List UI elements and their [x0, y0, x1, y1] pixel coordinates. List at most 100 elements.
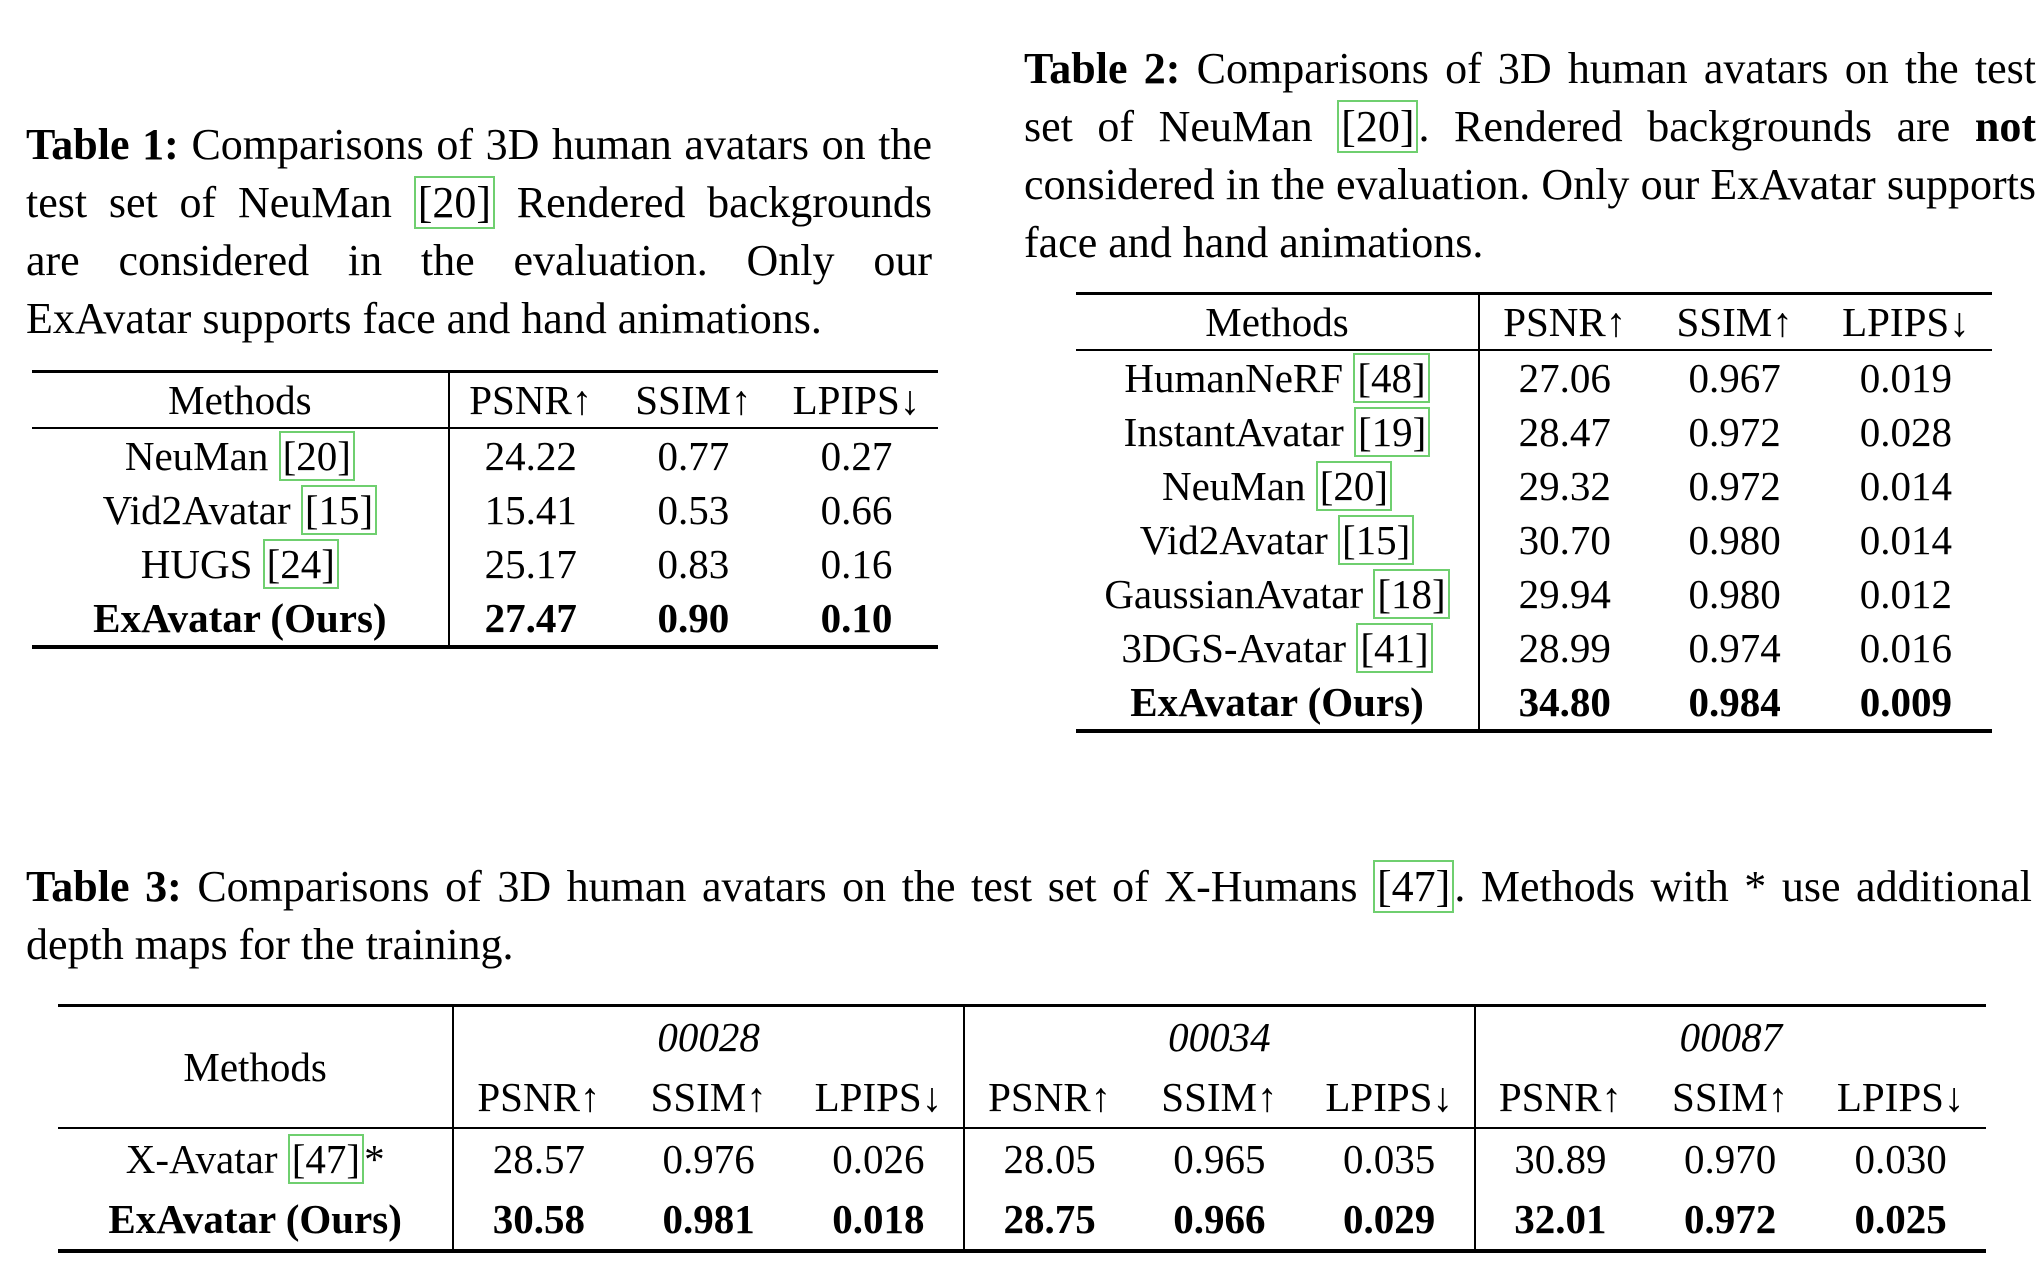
table-row-ours: ExAvatar (Ours) 30.58 0.981 0.018 28.75 … [58, 1189, 1986, 1251]
caption-text: . Methods with * use additional depth ma… [26, 862, 2033, 969]
psnr-value: 25.17 [484, 541, 577, 587]
citation-link[interactable]: [48] [1353, 353, 1430, 403]
psnr-value: 28.99 [1518, 625, 1611, 671]
ssim-value: 0.970 [1684, 1136, 1777, 1182]
psnr-value: 28.57 [492, 1136, 586, 1182]
ssim-value: 0.984 [1688, 679, 1781, 725]
citation-link[interactable]: [15] [1338, 515, 1415, 565]
lpips-value: 0.66 [820, 487, 893, 533]
table3-sequence-row: Methods 00028 00034 00087 [58, 1005, 1986, 1129]
table-row-ours: ExAvatar (Ours) 34.80 0.984 0.009 [1076, 675, 1992, 731]
table-row: GaussianAvatar [18] 29.94 0.980 0.012 [1076, 567, 1992, 621]
lpips-value: 0.028 [1859, 409, 1953, 455]
depth-map-asterisk: * [364, 1136, 385, 1182]
lpips-header: LPIPS↓ [1819, 293, 1992, 351]
lpips-value: 0.016 [1859, 625, 1953, 671]
lpips-value: 0.030 [1854, 1136, 1947, 1182]
method-cell: 3DGS-Avatar [41] [1076, 621, 1481, 675]
citation-link[interactable]: [41] [1356, 623, 1433, 673]
citation-link[interactable]: [20] [1315, 461, 1393, 511]
table-row: NeuMan [20] 24.22 0.77 0.27 [32, 428, 938, 483]
lpips-header: LPIPS↓ [1815, 1067, 1986, 1129]
method-name: HumanNeRF [1124, 355, 1344, 401]
table3-caption: Table 3: Comparisons of 3D human avatars… [26, 858, 2032, 974]
method-cell: ExAvatar (Ours) [32, 591, 450, 647]
table3-caption-label: Table 3: [26, 862, 182, 911]
method-name: Vid2Avatar [102, 487, 291, 533]
table-row: 3DGS-Avatar [41] 28.99 0.974 0.016 [1076, 621, 1992, 675]
table-row: InstantAvatar [19] 28.47 0.972 0.028 [1076, 405, 1992, 459]
method-cell: Vid2Avatar [15] [1076, 513, 1481, 567]
lpips-value: 0.10 [820, 595, 893, 641]
ssim-value: 0.83 [657, 541, 730, 587]
method-cell: GaussianAvatar [18] [1076, 567, 1481, 621]
ssim-header: SSIM↑ [623, 1067, 794, 1129]
table-row: Vid2Avatar [15] 30.70 0.980 0.014 [1076, 513, 1992, 567]
method-name: GaussianAvatar [1104, 571, 1364, 617]
psnr-value: 30.58 [492, 1196, 586, 1242]
method-name: ExAvatar (Ours) [108, 1196, 402, 1242]
caption-text: Comparisons of 3D human avatars on the t… [1024, 44, 2036, 151]
psnr-value: 28.47 [1518, 409, 1611, 455]
lpips-value: 0.014 [1859, 463, 1953, 509]
psnr-value: 30.89 [1514, 1136, 1607, 1182]
methods-header: Methods [58, 1005, 455, 1129]
psnr-header: PSNR↑ [1474, 1067, 1646, 1129]
table1-caption-label: Table 1: [26, 120, 179, 169]
ssim-value: 0.976 [662, 1136, 755, 1182]
caption-text: Rendered backgrounds are considered in t… [26, 178, 932, 343]
caption-text: considered in the evaluation. Only our E… [1024, 160, 2036, 267]
lpips-value: 0.014 [1859, 517, 1953, 563]
citation-link[interactable]: [20] [1337, 100, 1419, 153]
caption-text: Comparisons of 3D human avatars on the t… [26, 120, 933, 227]
method-name: NeuMan [1162, 463, 1306, 509]
lpips-header: LPIPS↓ [793, 1067, 966, 1129]
table1-header-row: Methods PSNR↑ SSIM↑ LPIPS↓ [32, 371, 938, 429]
ssim-header: SSIM↑ [1645, 1067, 1816, 1129]
method-cell: X-Avatar [47]* [58, 1128, 455, 1189]
psnr-value: 24.22 [484, 433, 577, 479]
ssim-value: 0.966 [1173, 1196, 1266, 1242]
method-cell: HUGS [24] [32, 537, 450, 591]
citation-link[interactable]: [15] [300, 485, 378, 535]
caption-text: Comparisons of 3D human avatars on the t… [181, 862, 1374, 911]
psnr-header: PSNR↑ [1479, 293, 1650, 351]
sequence-header: 00034 [964, 1005, 1476, 1067]
citation-link[interactable]: [18] [1373, 569, 1450, 619]
sequence-header: 00087 [1679, 1014, 1783, 1060]
lpips-value: 0.009 [1859, 679, 1953, 725]
psnr-value: 29.32 [1518, 463, 1611, 509]
ssim-value: 0.967 [1688, 355, 1781, 401]
lpips-value: 0.029 [1304, 1189, 1476, 1251]
citation-link[interactable]: [47] [287, 1134, 365, 1184]
ssim-value: 0.972 [1684, 1196, 1777, 1242]
citation-link[interactable]: [24] [262, 539, 339, 589]
citation-link[interactable]: [20] [413, 176, 496, 229]
ssim-value: 0.980 [1688, 517, 1781, 563]
table1: Methods PSNR↑ SSIM↑ LPIPS↓ NeuMan [20] 2… [32, 370, 938, 649]
sequence-header: 00028 [453, 1005, 966, 1067]
ssim-header: SSIM↑ [1134, 1067, 1305, 1129]
citation-link[interactable]: [47] [1373, 860, 1455, 913]
table2-header-row: Methods PSNR↑ SSIM↑ LPIPS↓ [1076, 293, 1992, 351]
lpips-value: 0.026 [793, 1128, 966, 1189]
method-name: ExAvatar (Ours) [1130, 679, 1424, 725]
lpips-value: 0.16 [820, 541, 893, 587]
citation-link[interactable]: [19] [1354, 407, 1431, 457]
method-cell: Vid2Avatar [15] [32, 483, 450, 537]
method-name: X-Avatar [125, 1136, 278, 1182]
ssim-value: 0.77 [657, 433, 730, 479]
psnr-value: 29.94 [1518, 571, 1611, 617]
lpips-header: LPIPS↓ [1304, 1067, 1476, 1129]
method-name: InstantAvatar [1123, 409, 1344, 455]
citation-link[interactable]: [20] [278, 431, 355, 481]
ssim-value: 0.980 [1688, 571, 1781, 617]
ssim-header: SSIM↑ [611, 371, 775, 429]
table1-caption: Table 1: Comparisons of 3D human avatars… [26, 116, 932, 348]
lpips-value: 0.019 [1859, 355, 1953, 401]
methods-header: Methods [1076, 293, 1481, 351]
ssim-value: 0.90 [657, 595, 730, 641]
method-cell: HumanNeRF [48] [1076, 350, 1481, 405]
ssim-value: 0.972 [1688, 409, 1781, 455]
